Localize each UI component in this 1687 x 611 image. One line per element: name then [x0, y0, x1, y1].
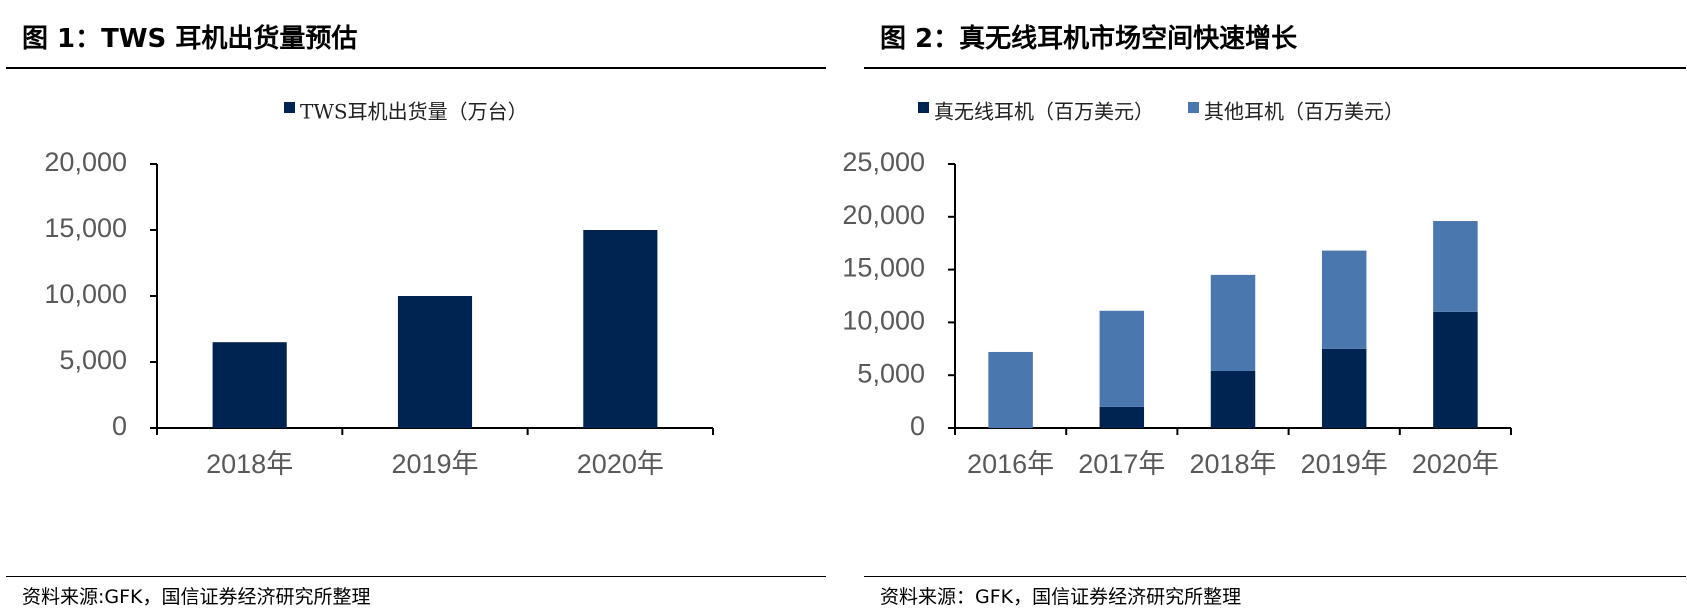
- legend-label: TWS耳机出货量（万台）: [300, 100, 528, 124]
- figure-2-source: 资料来源：GFK，国信证券经济研究所整理: [880, 586, 1242, 608]
- figure-2-panel: 图 2：真无线耳机市场空间快速增长 真无线耳机（百万美元） 其他耳机（百万美元） 0…: [842, 0, 1686, 611]
- bar: [988, 351, 1033, 428]
- bar: [1321, 250, 1367, 349]
- x-tick-label: 2020年: [1412, 449, 1499, 479]
- figure-2-bottom-rule: [864, 576, 1686, 577]
- y-tick-label: 15,000: [842, 253, 925, 283]
- y-tick-label: 10,000: [842, 306, 925, 336]
- bar: [397, 296, 473, 428]
- bar: [1210, 370, 1256, 428]
- y-tick-label: 15,000: [44, 213, 127, 243]
- y-tick-label: 20,000: [44, 147, 127, 177]
- tws-market-chart: 真无线耳机（百万美元） 其他耳机（百万美元） 0 5,000 10,000 15,000 2…: [842, 100, 1512, 479]
- legend-swatch: [918, 102, 929, 113]
- bar: [1099, 310, 1145, 407]
- x-tick-label: 2019年: [1301, 449, 1388, 479]
- x-tick-label: 2016年: [967, 449, 1054, 479]
- x-tick-label: 2017年: [1078, 449, 1165, 479]
- y-tick-label: 5,000: [857, 358, 925, 388]
- x-tick-label: 2020年: [577, 449, 664, 479]
- figure-2-title: 图 2：真无线耳机市场空间快速增长: [880, 24, 1298, 54]
- figure-2-top-rule: [864, 67, 1686, 69]
- bar: [583, 230, 658, 428]
- figure-1-top-rule: [6, 67, 826, 69]
- bar: [1433, 221, 1478, 312]
- legend-label: 真无线耳机（百万美元）: [934, 100, 1154, 124]
- y-tick-label: 5,000: [59, 345, 127, 375]
- bar: [212, 342, 287, 428]
- x-tick-label: 2018年: [1189, 449, 1276, 479]
- legend-swatch: [284, 102, 295, 113]
- figure-1-source: 资料来源:GFK，国信证券经济研究所整理: [22, 586, 371, 608]
- figure-1-panel: 图 1：TWS 耳机出货量预估 TWS耳机出货量（万台） 0 5,000 10,000…: [0, 0, 828, 611]
- y-tick-label: 0: [910, 411, 925, 441]
- x-tick-label: 2018年: [206, 449, 293, 479]
- tws-shipment-chart: TWS耳机出货量（万台） 0 5,000 10,000 15,000 20,000 2018…: [44, 100, 714, 479]
- figure-1-bottom-rule: [6, 576, 826, 577]
- bar: [1433, 311, 1478, 428]
- bar: [1321, 348, 1367, 428]
- bar: [1210, 274, 1256, 371]
- bar: [1099, 406, 1145, 428]
- y-tick-label: 20,000: [842, 200, 925, 230]
- y-tick-label: 10,000: [44, 279, 127, 309]
- y-tick-label: 0: [112, 411, 127, 441]
- legend-label: 其他耳机（百万美元）: [1204, 100, 1404, 124]
- figure-1-title: 图 1：TWS 耳机出货量预估: [22, 24, 358, 54]
- legend-swatch: [1188, 102, 1199, 113]
- x-tick-label: 2019年: [391, 449, 478, 479]
- y-tick-label: 25,000: [842, 147, 925, 177]
